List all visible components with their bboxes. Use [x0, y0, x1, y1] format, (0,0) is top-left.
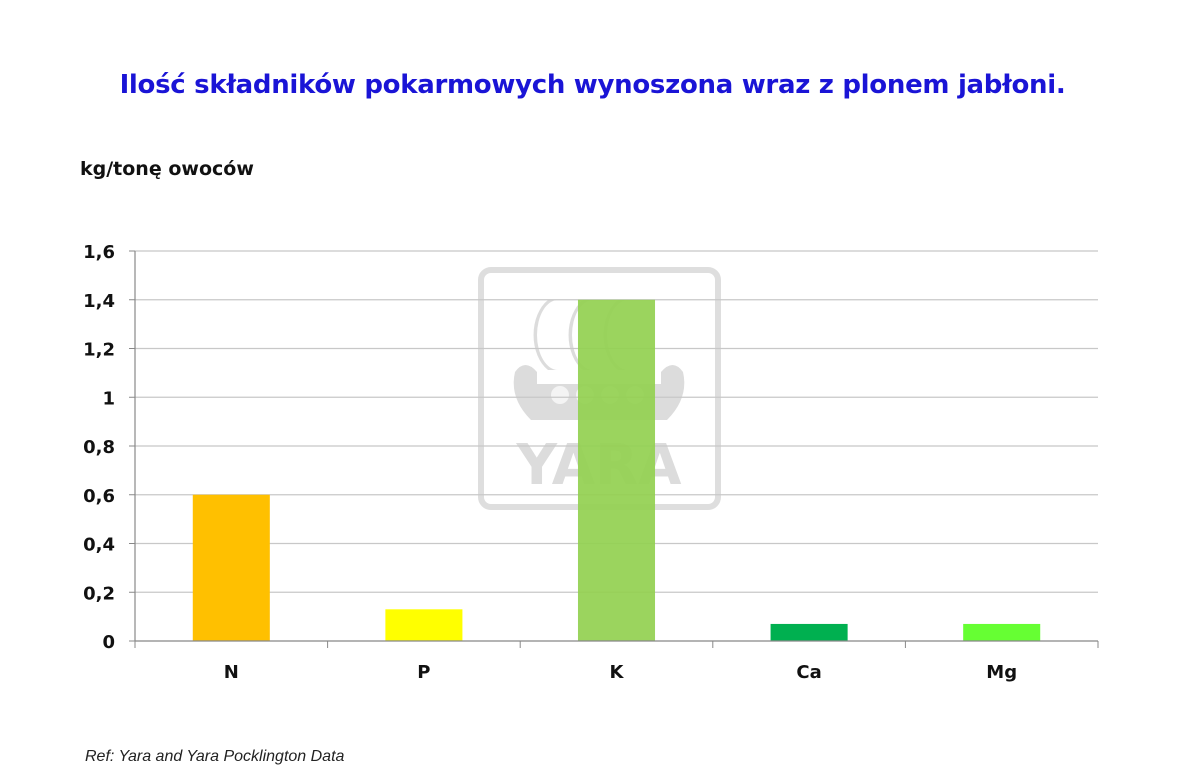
y-tick-label: 1,4: [83, 291, 115, 312]
bar-ca: [770, 623, 848, 641]
y-tick-label: 0,2: [83, 583, 115, 604]
x-category-label: Ca: [796, 662, 821, 683]
x-category-label: P: [417, 662, 430, 683]
y-tick-label: 1,2: [83, 340, 115, 361]
y-axis-ticks: 0 0,2 0,4 0,6 0,8 1 1,2 1,4 1,6: [83, 242, 135, 653]
bars: [192, 299, 1041, 641]
chart-title: Ilość składników pokarmowych wynoszona w…: [119, 70, 1066, 100]
y-tick-label: 1: [102, 388, 115, 409]
y-tick-label: 1,6: [83, 242, 115, 263]
bar-k: [577, 299, 656, 641]
x-category-label: Mg: [986, 662, 1017, 683]
bar-p: [385, 609, 463, 641]
y-tick-label: 0: [102, 632, 115, 653]
y-tick-label: 0,6: [83, 486, 115, 507]
x-axis-ticks: N P K Ca Mg: [134, 641, 1099, 683]
y-tick-label: 0,4: [83, 535, 115, 556]
x-category-label: N: [224, 662, 239, 683]
x-category-label: K: [610, 662, 625, 683]
reference-note: Ref: Yara and Yara Pocklington Data: [85, 748, 345, 765]
bar-mg: [963, 623, 1041, 641]
bar-n: [192, 494, 270, 641]
y-axis-unit-label: kg/tonę owoców: [80, 158, 254, 180]
y-tick-label: 0,8: [83, 437, 115, 458]
